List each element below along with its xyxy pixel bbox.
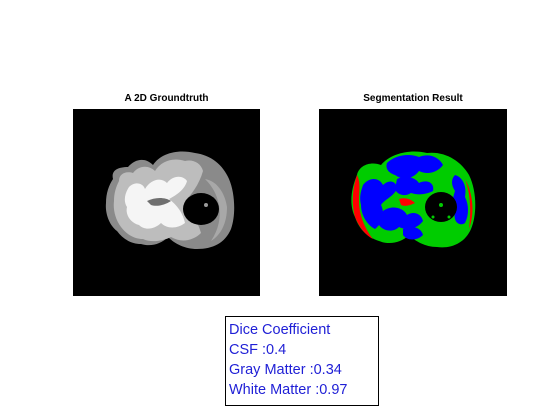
dice-white-matter: White Matter :0.97 — [229, 382, 348, 398]
segmentation-white-matter-center — [395, 176, 434, 196]
groundtruth-midline — [147, 198, 171, 206]
segmentation-csf-left — [352, 175, 373, 239]
segmentation-speck — [447, 215, 451, 219]
dice-heading: Dice Coefficient — [229, 322, 331, 338]
groundtruth-image — [73, 109, 260, 296]
dice-gray-matter: Gray Matter :0.34 — [229, 362, 342, 378]
left-panel-title: A 2D Groundtruth — [124, 93, 209, 104]
segmentation-csf-right — [465, 179, 473, 229]
dice-csf: CSF :0.4 — [229, 342, 287, 358]
segmentation-csf-mid — [399, 198, 415, 206]
groundtruth-brain-slice — [105, 151, 235, 249]
segmentation-white-matter-lower — [378, 207, 423, 231]
groundtruth-right-lobe — [205, 179, 227, 241]
dice-coefficient-box: Dice Coefficient CSF :0.4 Gray Matter :0… — [225, 316, 379, 406]
segmentation-image — [319, 109, 507, 296]
segmentation-white-matter-top — [386, 155, 443, 179]
segmentation-white-matter-bottom — [403, 227, 423, 240]
groundtruth-speck — [204, 203, 208, 207]
segmentation-speck — [439, 203, 443, 207]
segmentation-white-matter-left — [360, 179, 397, 229]
segmentation-brain-slice — [351, 151, 476, 248]
right-panel-title: Segmentation Result — [363, 93, 463, 104]
groundtruth-dark-region — [183, 193, 219, 225]
segmentation-speck — [431, 215, 435, 219]
